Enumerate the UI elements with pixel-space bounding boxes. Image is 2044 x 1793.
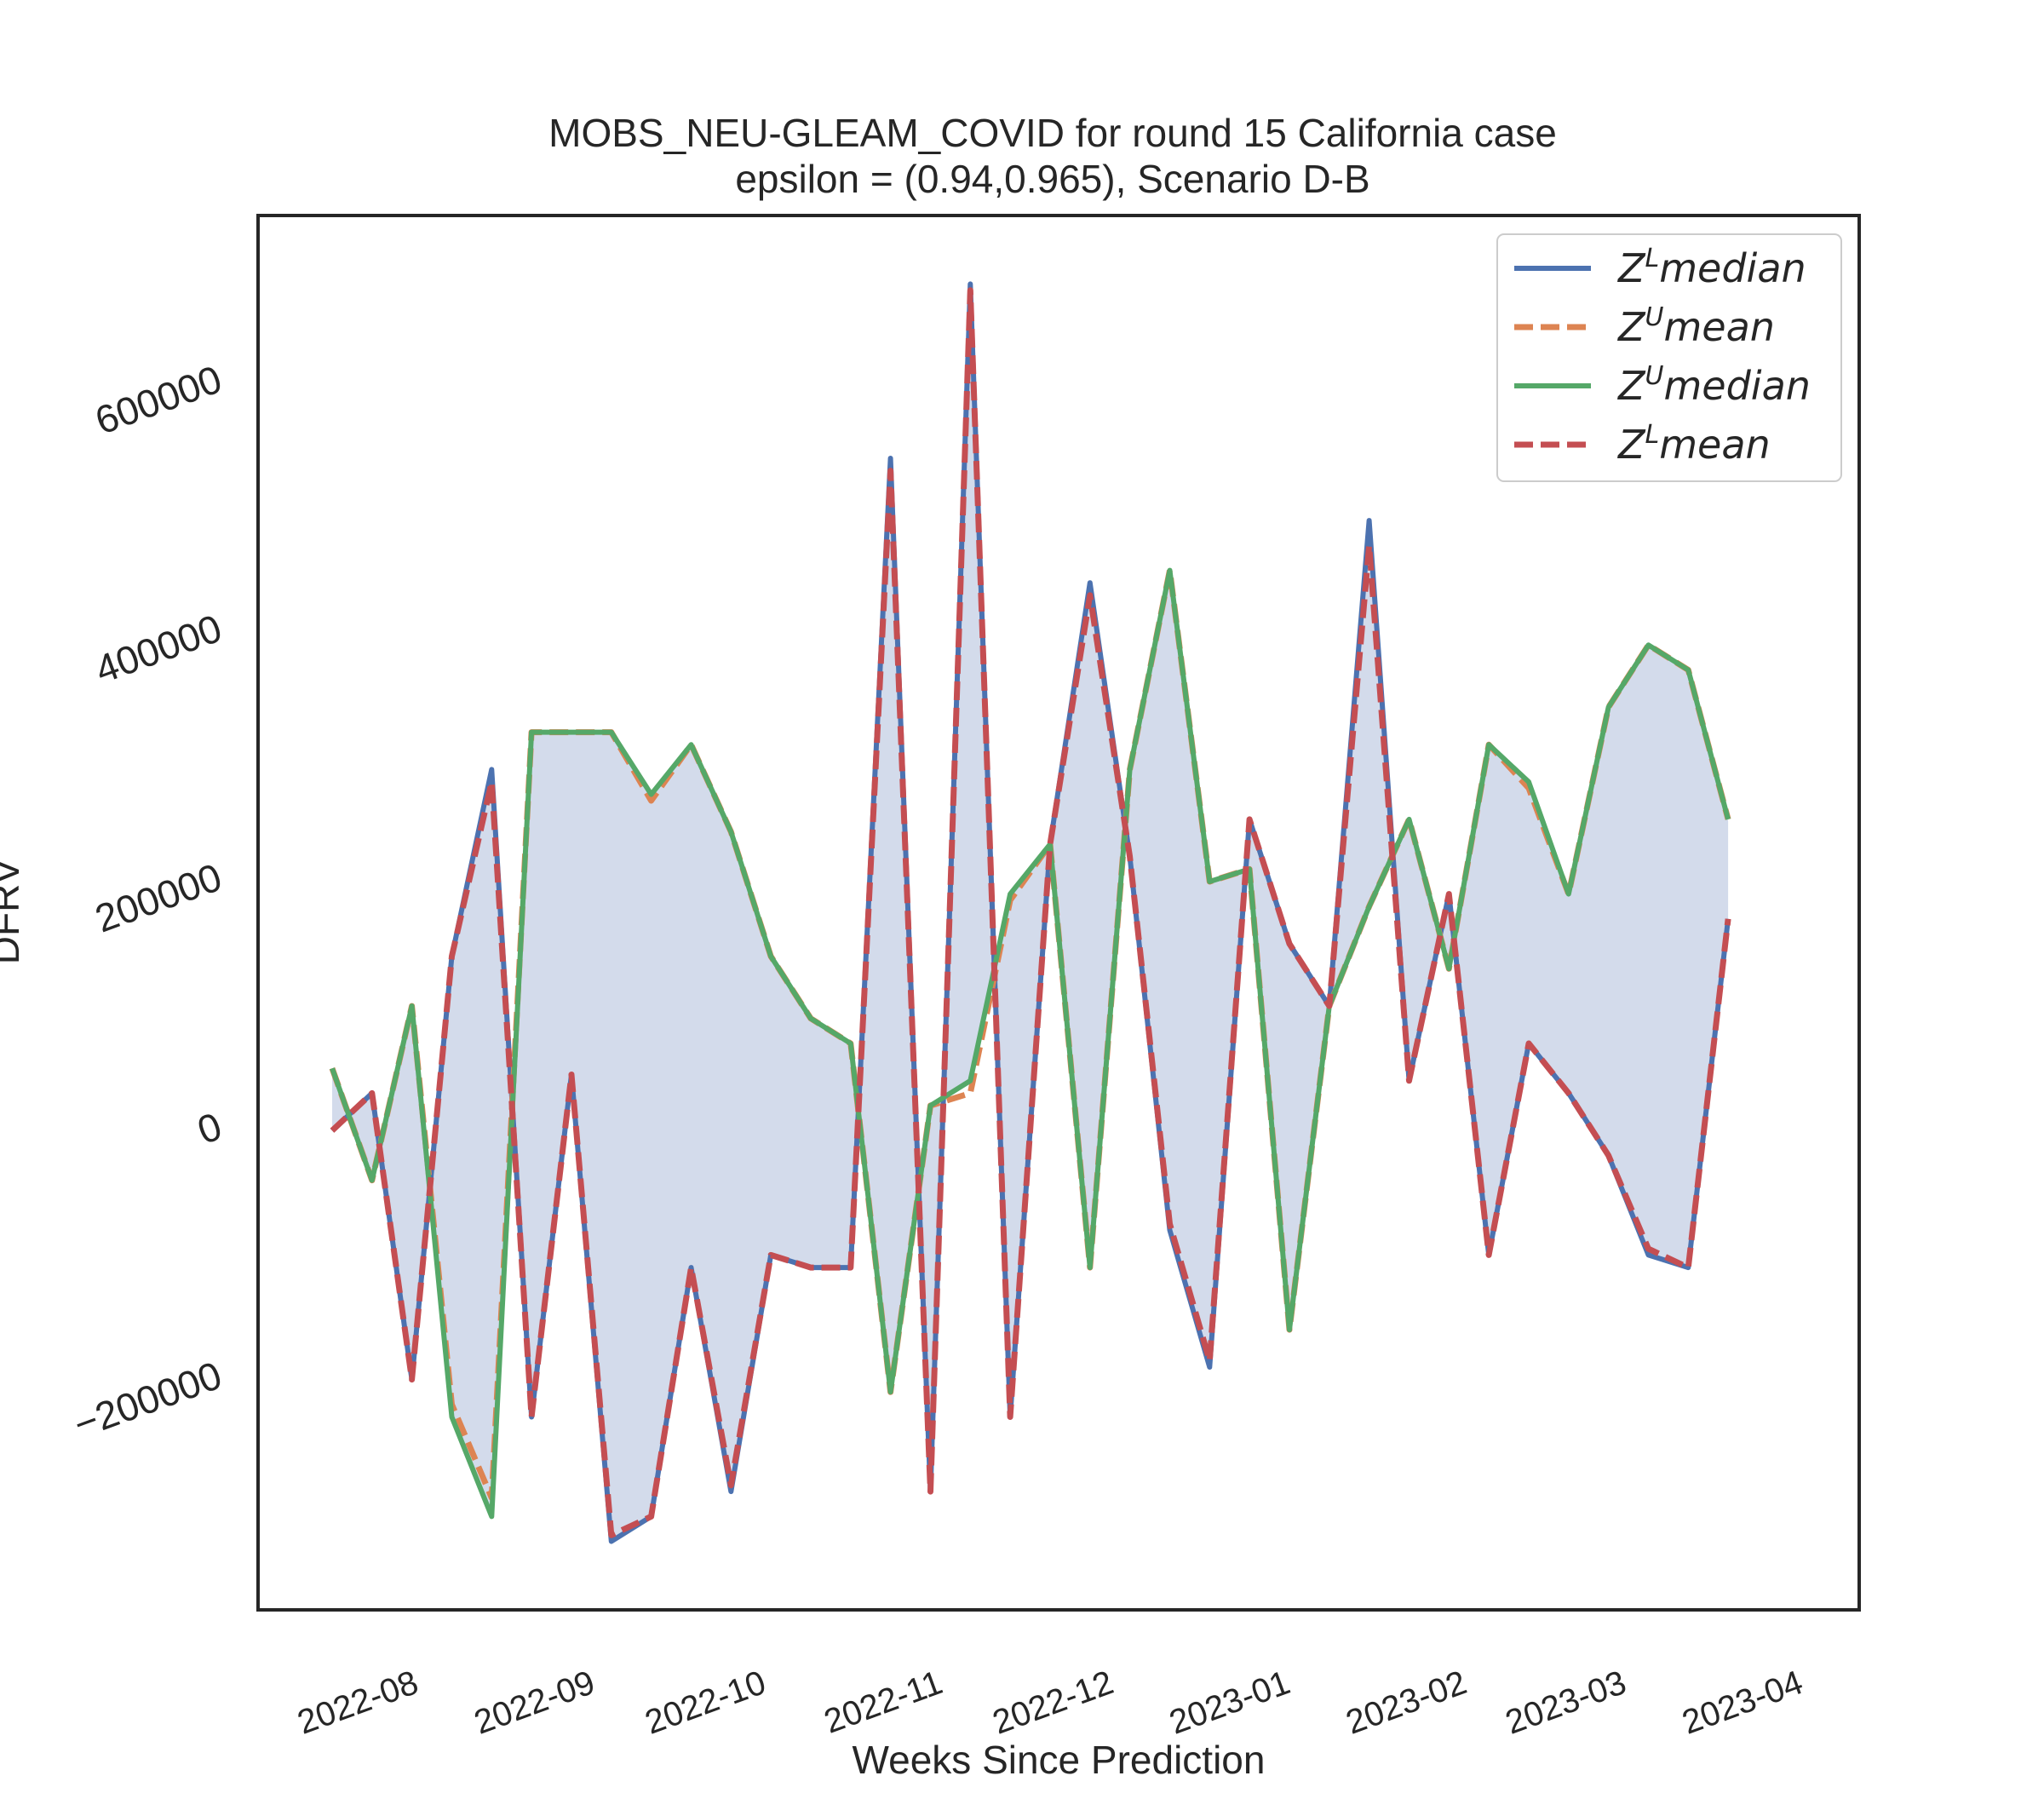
y-tick-label: 200000 [89, 854, 227, 940]
x-axis: 2022-08 2022-09 2022-10 2022-11 2022-12 2023-… [293, 1664, 1808, 1742]
legend-label: ZLmedian [1616, 244, 1806, 291]
x-axis-label: Weeks Since Prediction [853, 1738, 1266, 1782]
y-tick-label: −200000 [68, 1353, 227, 1447]
x-tick-label: 2023-01 [1164, 1664, 1295, 1742]
y-tick-label: 600000 [89, 357, 227, 443]
x-tick-label: 2023-02 [1341, 1664, 1472, 1742]
y-tick-label: 400000 [89, 606, 227, 692]
x-tick-label: 2023-03 [1501, 1664, 1631, 1742]
y-axis-label: DFRV [0, 858, 27, 964]
chart-title: MOBS_NEU-GLEAM_COVID for round 15 Califo… [548, 111, 1557, 155]
x-tick-label: 2022-11 [819, 1664, 947, 1741]
legend: ZLmedian ZUmean ZUmedian ZLmean [1496, 233, 1842, 482]
y-tick-label: 0 [192, 1104, 227, 1153]
plot-area [329, 281, 1731, 1544]
legend-label: ZUmedian [1616, 361, 1811, 409]
x-tick-label: 2023-04 [1677, 1664, 1807, 1742]
series-line-u-median [330, 567, 1731, 1520]
plot-frame [256, 214, 1861, 1612]
x-tick-label: 2022-08 [293, 1664, 423, 1742]
x-tick-label: 2022-10 [640, 1664, 771, 1742]
legend-box [1496, 233, 1842, 482]
x-tick-label: 2022-09 [469, 1664, 600, 1742]
chart-subtitle: epsilon = (0.94,0.965), Scenario D-B [735, 157, 1369, 201]
x-tick-label: 2022-12 [988, 1664, 1118, 1742]
series-line-l-mean [330, 287, 1731, 1538]
y-axis: −200000 0 200000 400000 600000 [68, 357, 227, 1447]
fill-band [332, 284, 1729, 1542]
legend-label: ZLmean [1616, 420, 1771, 468]
legend-label: ZUmean [1616, 302, 1775, 350]
